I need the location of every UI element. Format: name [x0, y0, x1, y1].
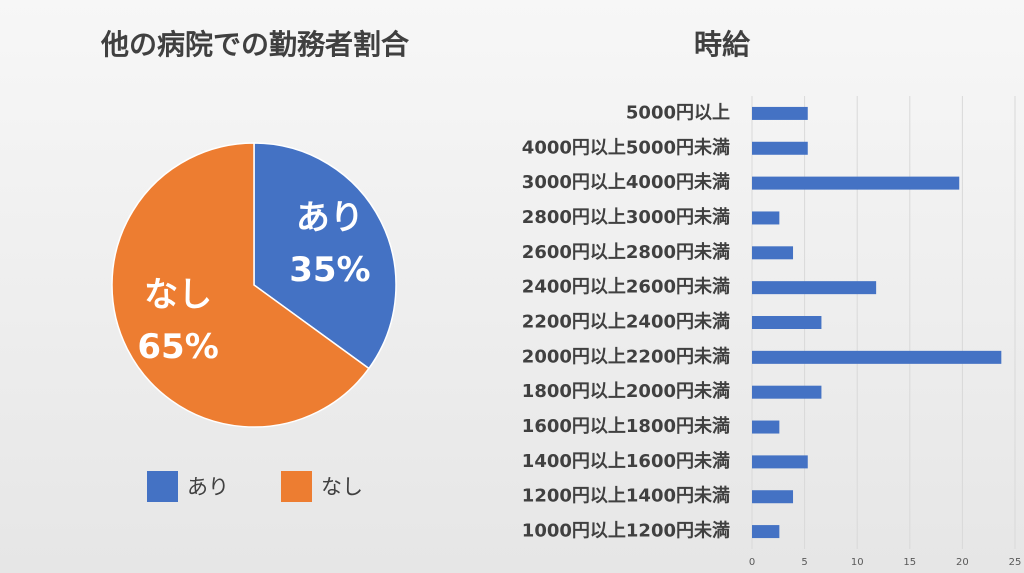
y-tick-label: 5000円以上	[626, 102, 730, 123]
slice-label: あり	[296, 198, 364, 238]
x-tick-label: 5	[801, 557, 807, 568]
slice-label: なし	[144, 275, 212, 315]
y-tick-label: 2800円以上3000円未満	[522, 206, 730, 228]
y-tick-label: 2400円以上2600円未満	[522, 276, 730, 298]
pie-slice	[253, 142, 397, 370]
bar	[752, 211, 780, 225]
y-tick-label: 1600円以上1800円未満	[522, 415, 730, 437]
y-tick-label: 2000円以上2200円未満	[522, 345, 730, 367]
y-tick-label: 3000円以上4000円未満	[522, 171, 730, 193]
x-tick-label: 20	[956, 557, 969, 568]
bar	[752, 141, 808, 155]
legend-label: なし	[321, 475, 363, 499]
bar	[752, 350, 1002, 364]
legend-swatch	[281, 471, 312, 502]
bar	[752, 246, 794, 260]
bar	[752, 281, 877, 295]
y-tick-label: 1400円以上1600円未満	[522, 450, 730, 472]
chart-title: 他の病院での勤務者割合	[100, 28, 410, 61]
x-tick-label: 10	[851, 557, 864, 568]
y-tick-label: 2200円以上2400円未満	[522, 311, 730, 333]
slice-value: 35%	[289, 250, 370, 290]
pie-slice	[111, 142, 370, 428]
bar	[752, 420, 780, 434]
bar	[752, 525, 780, 539]
bar	[752, 106, 808, 120]
x-tick-label: 0	[749, 557, 755, 568]
y-tick-label: 1200円以上1400円未満	[522, 485, 730, 507]
legend-label: あり	[187, 475, 229, 499]
bar	[752, 316, 822, 329]
bar	[752, 385, 822, 399]
bar	[752, 490, 794, 504]
x-tick-label: 25	[1009, 557, 1022, 568]
y-tick-label: 1800円以上2000円未満	[522, 380, 730, 402]
slice-value: 65%	[137, 327, 218, 367]
bar	[752, 455, 808, 469]
chart-title: 時給	[694, 28, 751, 61]
x-tick-label: 15	[903, 557, 916, 568]
y-tick-label: 2600円以上2800円未満	[522, 241, 730, 263]
bar	[752, 176, 960, 190]
y-tick-label: 1000円以上1200円未満	[522, 520, 730, 542]
y-tick-label: 4000円以上5000円未満	[522, 136, 730, 158]
legend-swatch	[147, 471, 178, 502]
